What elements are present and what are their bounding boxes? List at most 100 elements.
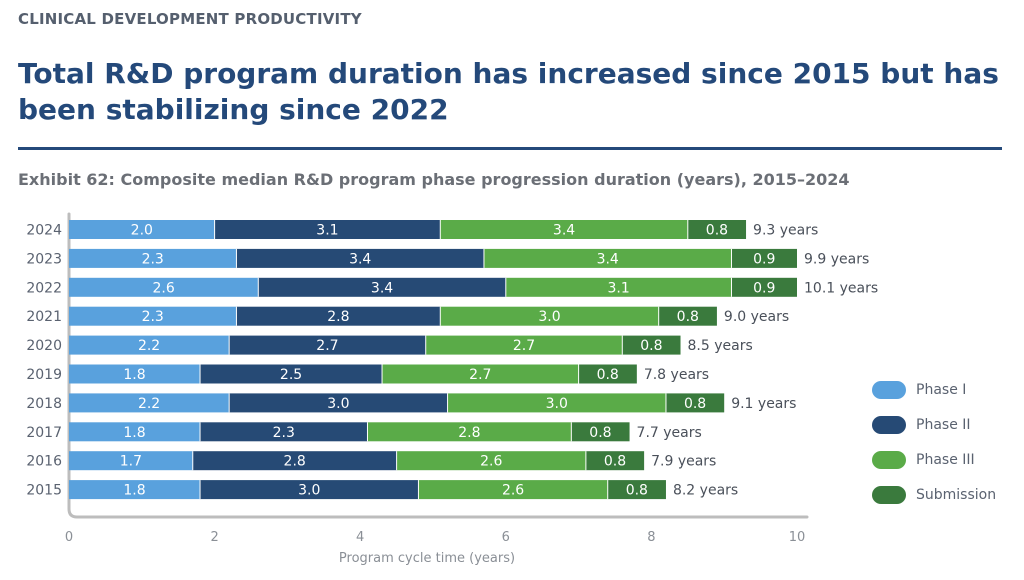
legend-item-submission: Submission [872, 477, 996, 512]
data-label: 2.0 [131, 223, 153, 239]
category-label: 2019 [26, 367, 62, 383]
bar-segment-phase-i [69, 277, 259, 297]
legend-label-phase-1: Phase I [916, 381, 967, 398]
exhibit-title: Exhibit 62: Composite median R&D program… [18, 170, 850, 189]
data-label: 0.8 [706, 223, 728, 239]
legend-item-phase-3: Phase III [872, 442, 996, 477]
data-label: 2.7 [513, 338, 535, 354]
total-label: 7.8 years [644, 367, 709, 383]
bar-segment-phase-iii [367, 422, 572, 442]
bar-segment-phase-iii [505, 277, 732, 297]
legend-swatch-submission [872, 485, 906, 504]
data-label: 0.8 [640, 338, 662, 354]
bar-segment-phase-ii [229, 393, 448, 413]
bar-segment-submission [658, 306, 717, 326]
bar-segment-phase-i [69, 364, 201, 384]
total-label: 9.3 years [753, 223, 818, 239]
bar-segment-phase-iii [382, 364, 579, 384]
bar-segment-phase-i [69, 335, 230, 355]
data-label: 0.8 [684, 396, 706, 412]
total-label: 7.9 years [651, 454, 716, 470]
bar-segment-submission [607, 480, 666, 500]
data-label: 3.0 [538, 309, 560, 325]
data-label: 1.7 [120, 454, 142, 470]
bar-segment-submission [687, 220, 747, 239]
legend-swatch-phase-2 [872, 415, 906, 434]
bar-segment-phase-i [69, 220, 215, 239]
data-label: 3.4 [553, 223, 575, 239]
data-label: 3.0 [327, 396, 349, 412]
x-tick-label: 10 [789, 530, 806, 545]
data-label: 0.8 [589, 425, 611, 441]
bar-segment-phase-iii [447, 393, 666, 413]
bar-segment-submission [571, 422, 630, 442]
total-label: 9.1 years [731, 396, 796, 412]
legend-item-phase-2: Phase II [872, 407, 996, 442]
data-label: 2.5 [280, 367, 302, 383]
total-label: 10.1 years [804, 280, 878, 296]
bar-segment-submission [585, 451, 645, 471]
category-label: 2016 [26, 454, 62, 470]
total-label: 7.7 years [637, 425, 702, 441]
data-label: 2.3 [142, 251, 164, 267]
bar-segment-phase-ii [200, 364, 383, 384]
bar-segment-phase-i [69, 422, 201, 442]
bar-segment-phase-iii [425, 335, 623, 355]
data-label: 3.4 [597, 251, 619, 267]
data-label: 3.4 [349, 251, 371, 267]
data-label: 2.8 [327, 309, 349, 325]
data-label: 2.7 [316, 338, 338, 354]
legend-label-phase-2: Phase II [916, 416, 971, 433]
category-label: 2018 [26, 396, 62, 412]
bar-segment-phase-iii [440, 220, 688, 239]
bar-segment-phase-ii [214, 220, 441, 239]
data-label: 0.8 [597, 367, 619, 383]
category-label: 2022 [26, 280, 62, 296]
data-label: 3.4 [371, 280, 393, 296]
data-label: 0.8 [604, 454, 626, 470]
data-label: 2.3 [142, 309, 164, 325]
category-label: 2021 [26, 309, 62, 325]
data-label: 2.8 [458, 425, 480, 441]
bar-segment-phase-ii [192, 451, 397, 471]
data-label: 2.6 [153, 280, 175, 296]
x-tick-label: 8 [647, 530, 655, 545]
category-label: 2020 [26, 338, 62, 354]
bar-segment-phase-ii [200, 480, 419, 500]
data-label: 2.6 [480, 454, 502, 470]
x-tick-label: 6 [502, 530, 510, 545]
bar-segment-phase-i [69, 306, 237, 326]
data-label: 2.7 [469, 367, 491, 383]
data-label: 3.1 [608, 280, 630, 296]
legend-label-submission: Submission [916, 486, 997, 503]
bar-segment-submission [731, 277, 797, 297]
bar-segment-submission [578, 364, 637, 384]
category-label: 2024 [26, 223, 62, 239]
data-label: 2.3 [273, 425, 295, 441]
bar-segment-submission [665, 393, 725, 413]
bar-segment-phase-ii [236, 248, 484, 268]
bar-segment-phase-ii [229, 335, 426, 355]
bar-segment-phase-i [69, 248, 237, 268]
data-label: 1.8 [123, 425, 145, 441]
section-eyebrow: CLINICAL DEVELOPMENT PRODUCTIVITY [18, 10, 362, 28]
category-label: 2017 [26, 425, 62, 441]
legend-swatch-phase-1 [872, 380, 906, 399]
data-label: 2.8 [284, 454, 306, 470]
bar-segment-phase-iii [440, 306, 659, 326]
data-label: 1.8 [123, 483, 145, 499]
legend-label-phase-3: Phase III [916, 451, 975, 468]
bar-segment-phase-iii [483, 248, 732, 268]
bar-segment-phase-i [69, 393, 230, 413]
legend-swatch-phase-3 [872, 450, 906, 469]
chart-axis-frame [67, 212, 809, 519]
bar-segment-phase-iii [396, 451, 586, 471]
bar-segment-phase-ii [236, 306, 441, 326]
total-label: 9.0 years [724, 309, 789, 325]
data-label: 0.9 [753, 251, 775, 267]
category-label: 2015 [26, 483, 62, 499]
x-tick-label: 4 [356, 530, 364, 545]
data-label: 3.0 [546, 396, 568, 412]
x-tick-label: 2 [210, 530, 218, 545]
